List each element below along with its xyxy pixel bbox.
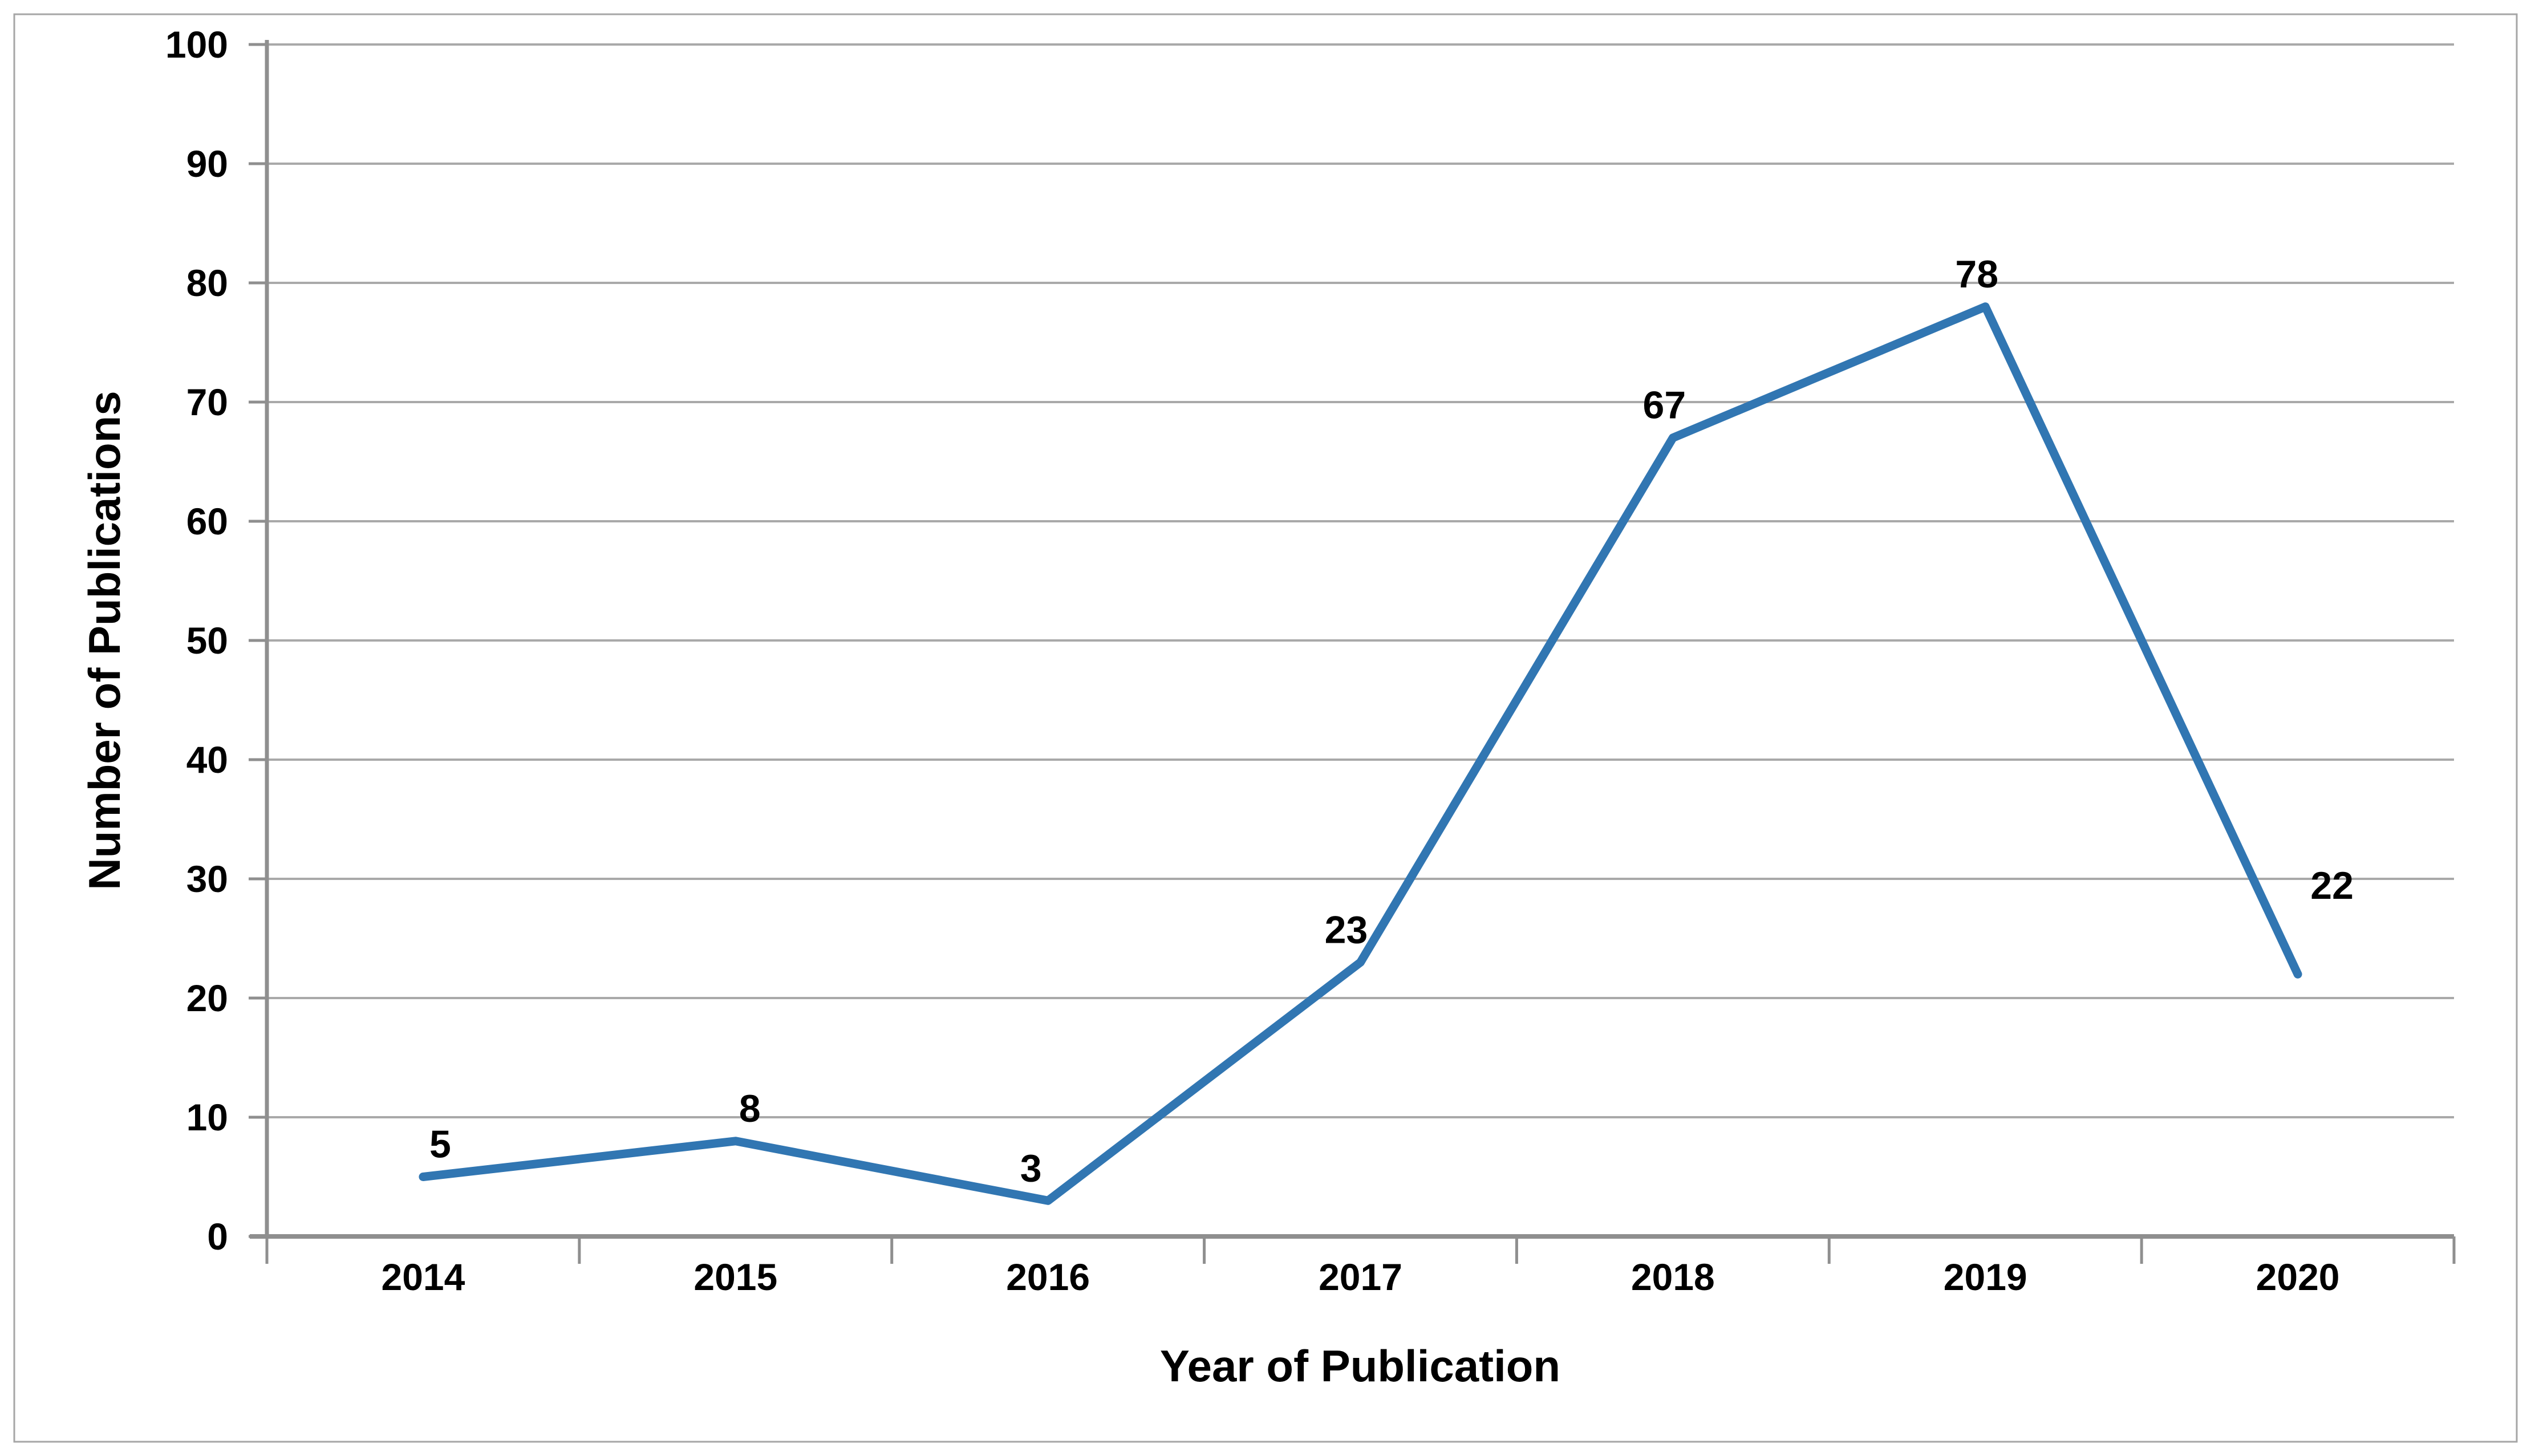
x-axis-tick-labels: 2014 2015 2016 2017 2018 2019 2020 — [382, 1256, 2340, 1298]
y-axis-tick-labels: 0 10 20 30 40 50 60 70 80 90 100 — [165, 23, 228, 1258]
y-tick-label-50: 50 — [186, 619, 228, 662]
y-tick-label-100: 100 — [165, 23, 228, 66]
data-label-2018: 67 — [1643, 384, 1686, 427]
data-series-line — [419, 302, 2302, 1205]
gridlines — [250, 43, 2454, 1118]
y-tick-label-10: 10 — [186, 1096, 228, 1138]
publications-trend-line — [419, 302, 2302, 1205]
x-tick-label-2014: 2014 — [382, 1256, 465, 1298]
data-label-2020: 22 — [2310, 864, 2354, 907]
data-label-2017: 23 — [1325, 908, 1368, 951]
y-tick-label-80: 80 — [186, 262, 228, 304]
y-tick-label-40: 40 — [186, 739, 228, 781]
x-tick-label-2015: 2015 — [693, 1256, 777, 1298]
data-point-labels: 5 8 3 23 67 78 22 — [429, 253, 2354, 1190]
data-label-2016: 3 — [1020, 1146, 1042, 1190]
x-tick-label-2018: 2018 — [1631, 1256, 1715, 1298]
y-axis-title: Number of Publications — [79, 391, 129, 890]
y-tick-label-0: 0 — [207, 1215, 228, 1258]
x-tick-label-2016: 2016 — [1006, 1256, 1090, 1298]
y-tick-label-30: 30 — [186, 858, 228, 900]
y-tick-label-90: 90 — [186, 143, 228, 185]
y-tick-label-20: 20 — [186, 977, 228, 1019]
figure-border — [13, 13, 2518, 1443]
data-label-2014: 5 — [429, 1123, 451, 1166]
y-tick-label-70: 70 — [186, 381, 228, 423]
x-tick-label-2019: 2019 — [1944, 1256, 2027, 1298]
x-tick-label-2020: 2020 — [2256, 1256, 2340, 1298]
data-label-2015: 8 — [739, 1087, 761, 1130]
axes — [250, 40, 2454, 1239]
x-tick-label-2017: 2017 — [1319, 1256, 1402, 1298]
axis-ticks — [249, 43, 2456, 1264]
data-label-2019: 78 — [1955, 253, 1998, 296]
y-tick-label-60: 60 — [186, 500, 228, 542]
x-axis-title: Year of Publication — [1160, 1341, 1560, 1391]
